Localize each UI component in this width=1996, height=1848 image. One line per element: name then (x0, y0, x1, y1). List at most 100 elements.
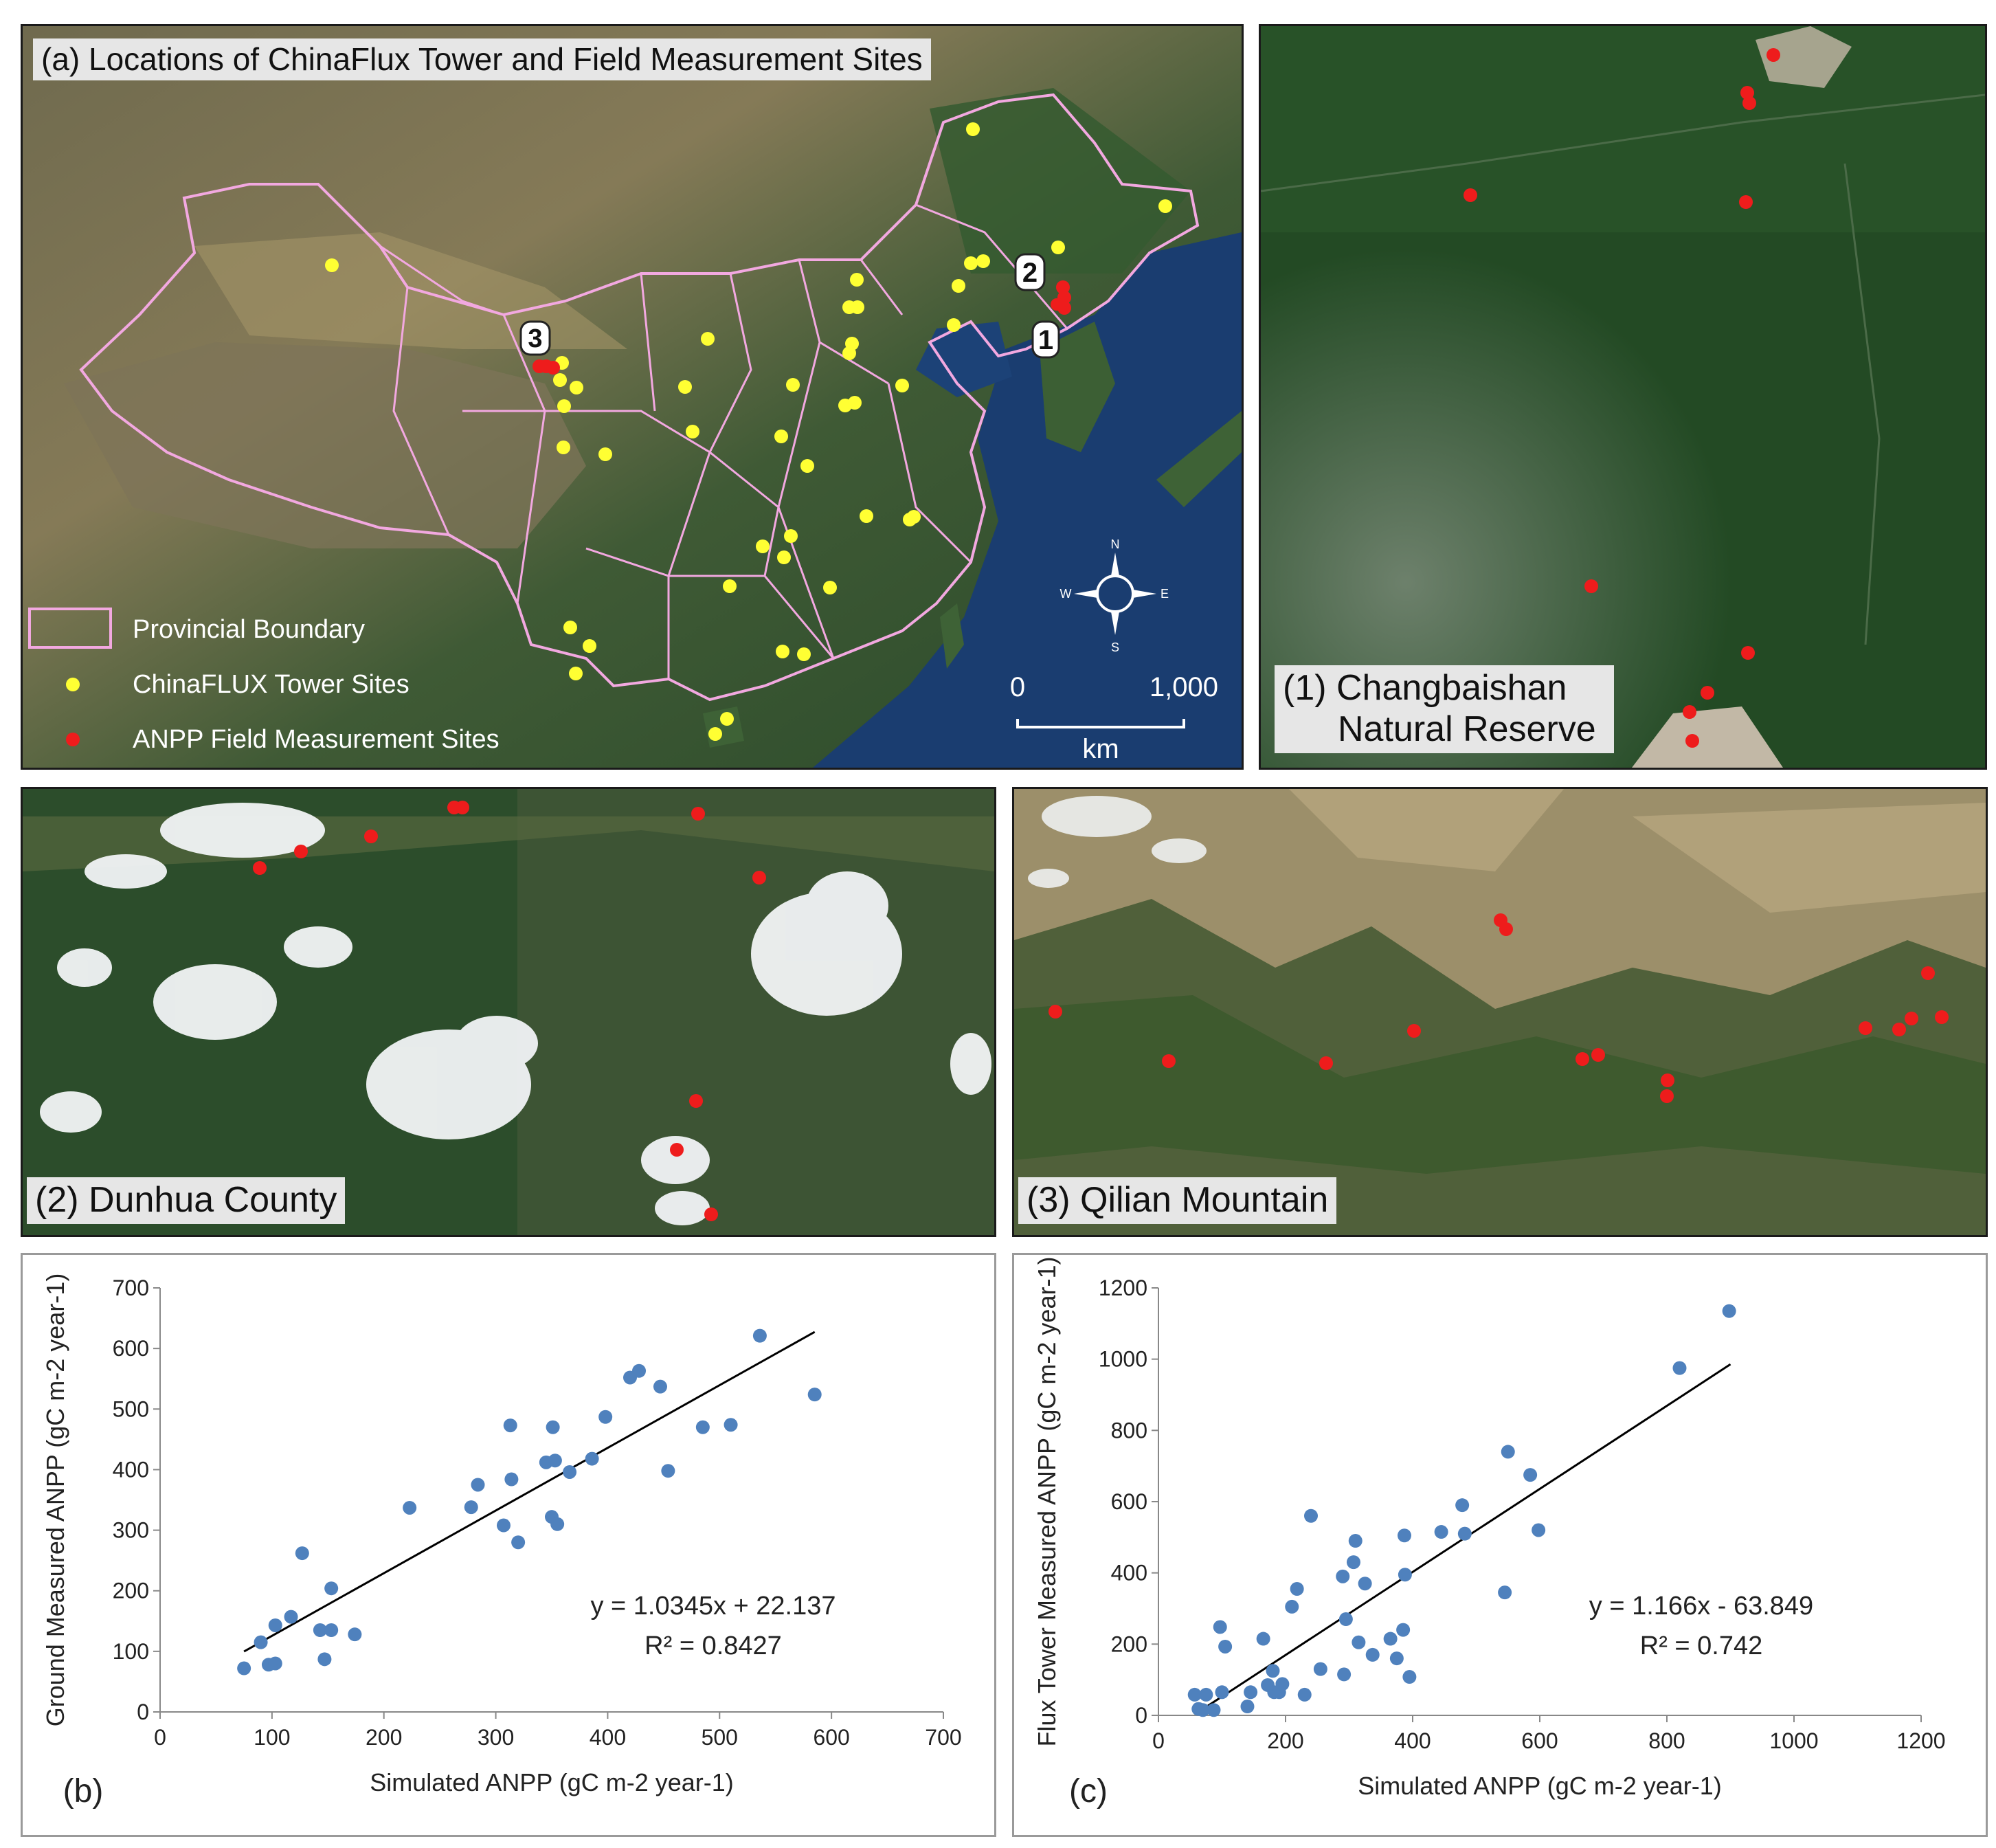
hainan-island (703, 706, 744, 748)
data-point (1215, 1685, 1229, 1700)
data-point (317, 1652, 332, 1667)
callout-badge-2: 2 (1014, 253, 1046, 291)
sea-region (813, 232, 1242, 768)
y-tick-label: 600 (113, 1336, 149, 1361)
data-point (598, 1410, 613, 1424)
legend-tower-label: ChinaFLUX Tower Sites (133, 670, 410, 699)
regression-equation: y = 1.0345x + 22.137 (590, 1592, 836, 1621)
y-tick-label: 0 (137, 1700, 149, 1724)
data-point (496, 1518, 511, 1533)
svg-text:S: S (1111, 641, 1119, 654)
plateau-region (64, 342, 586, 548)
anpp-sites (532, 280, 1071, 375)
panel-3-label: (3) Qilian Mountain (1018, 1177, 1337, 1224)
data-point (1389, 1651, 1404, 1666)
data-point (1402, 1670, 1417, 1684)
province-lines (379, 203, 1068, 679)
x-tick-label: 0 (1152, 1728, 1165, 1753)
data-point (1532, 1523, 1546, 1537)
data-point (1672, 1361, 1687, 1375)
regression-equation: y = 1.166x - 63.849 (1589, 1592, 1813, 1621)
data-point (1397, 1528, 1411, 1543)
data-point (1290, 1581, 1304, 1596)
x-axis-title: Simulated ANPP (gC m-2 year-1) (370, 1768, 734, 1796)
callout-badge-3: 3 (519, 320, 551, 356)
x-tick-label: 700 (925, 1725, 961, 1750)
data-point (1187, 1687, 1202, 1702)
x-axis-title: Simulated ANPP (gC m-2 year-1) (1358, 1772, 1722, 1800)
data-point (1398, 1568, 1412, 1582)
svg-text:W: W (1060, 587, 1072, 601)
panel-1-label-line1: (1) Changbaishan (1283, 668, 1567, 708)
data-point (752, 1328, 767, 1343)
data-point (724, 1418, 738, 1432)
legend-boundary-swatch (28, 608, 112, 649)
data-point (503, 1418, 517, 1433)
town-area (1756, 26, 1852, 88)
x-tick-label: 0 (154, 1725, 166, 1750)
data-point (237, 1661, 251, 1676)
data-point (1218, 1639, 1233, 1654)
data-point (1240, 1700, 1255, 1714)
roads (1261, 93, 1985, 645)
data-point (1346, 1555, 1360, 1570)
data-point (563, 1465, 577, 1479)
x-tick-label: 300 (478, 1725, 514, 1750)
data-point (403, 1500, 417, 1515)
korea-peninsula (1040, 322, 1115, 452)
panel-a-title: (a) Locations of ChinaFlux Tower and Fie… (33, 38, 931, 80)
data-point (1196, 1703, 1210, 1717)
legend-anpp-dot (66, 733, 80, 746)
chart-panel-c: 0 200 400 600 800 1000 1200 0 200 400 600 800 1000 12… (1012, 1253, 1988, 1837)
panel-1-label: (1) Changbaishan Natural Reserve (1275, 665, 1614, 753)
anpp-sites-dunhua (253, 801, 766, 1221)
data-point (1365, 1647, 1380, 1662)
desert-region (194, 232, 627, 349)
data-point (548, 1454, 562, 1468)
trend-line (243, 1331, 816, 1653)
data-point (1199, 1687, 1213, 1702)
anpp-sites-changbaishan (1464, 48, 1780, 748)
data-point (504, 1472, 519, 1487)
satellite-map-changbaishan (1261, 26, 1985, 768)
data-point (464, 1500, 478, 1515)
x-tick-label: 500 (702, 1725, 738, 1750)
data-point (324, 1623, 339, 1638)
y-tick-label: 800 (1111, 1418, 1147, 1443)
data-point (1383, 1632, 1398, 1646)
map-panel-a: 1 2 3 N S E W 0 1,000 km Provincial Boun… (21, 24, 1244, 770)
north-forest (930, 88, 1191, 274)
data-point (1523, 1468, 1538, 1482)
y-tick-label: 600 (1111, 1489, 1147, 1514)
data-point (1207, 1703, 1221, 1717)
data-point (1213, 1620, 1227, 1634)
data-point (1722, 1304, 1736, 1318)
taiwan-island (940, 603, 964, 669)
data-point (254, 1635, 268, 1649)
bare-ridges (1289, 789, 1986, 913)
data-point (324, 1581, 339, 1596)
china-boundary (79, 93, 1200, 702)
data-point (1266, 1664, 1280, 1678)
chart-panel-letter: (c) (1069, 1773, 1108, 1810)
chart-panel-letter: (b) (63, 1773, 104, 1810)
data-point (348, 1627, 362, 1642)
data-point (511, 1535, 526, 1550)
data-point (1285, 1599, 1299, 1614)
data-point (632, 1363, 647, 1378)
data-point (695, 1420, 710, 1434)
data-point (661, 1464, 675, 1478)
tower-sites (325, 122, 1172, 741)
snow-patches (1028, 796, 1207, 888)
data-point (1336, 1569, 1350, 1583)
data-point (1337, 1667, 1352, 1682)
data-point (313, 1623, 327, 1638)
scale-bar: 0 1,000 km (1010, 672, 1218, 764)
data-point (807, 1388, 822, 1402)
data-point (268, 1656, 282, 1671)
data-point (1244, 1685, 1258, 1700)
mountain-summit (1632, 706, 1783, 768)
svg-text:0: 0 (1010, 672, 1025, 702)
green-slopes (1014, 995, 1986, 1174)
data-point (1348, 1534, 1363, 1548)
